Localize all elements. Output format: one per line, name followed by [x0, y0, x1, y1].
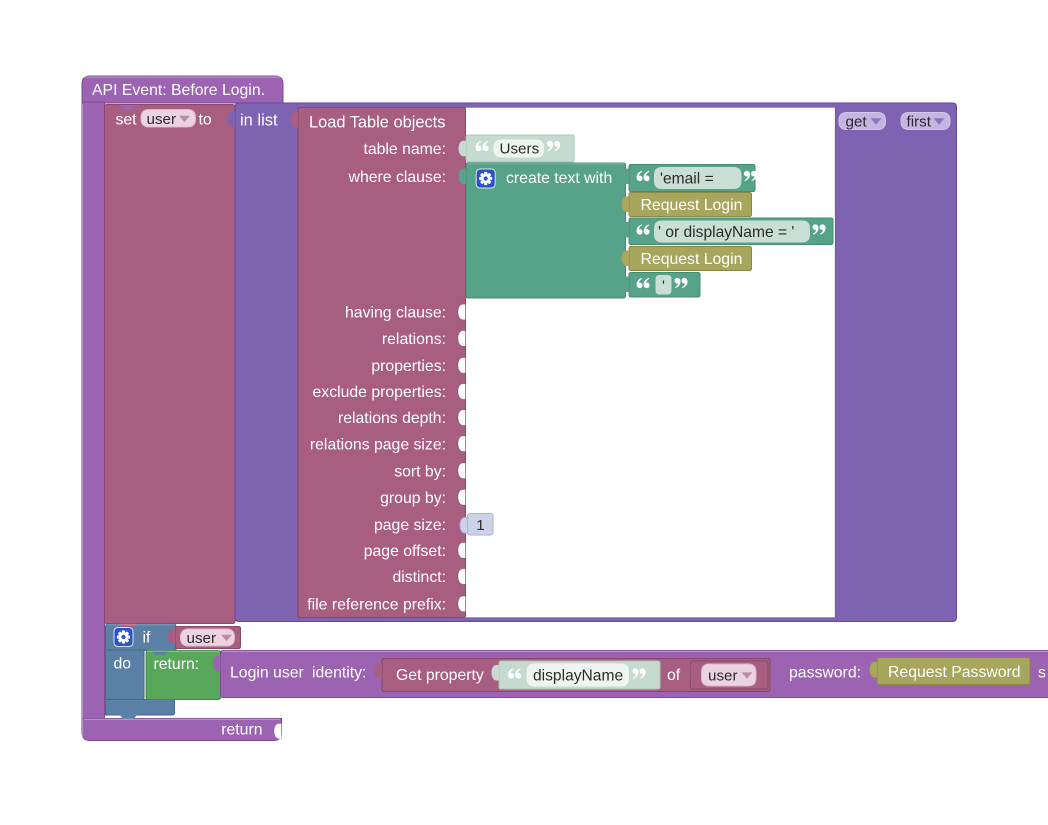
- svg-text:first: first: [907, 114, 932, 131]
- svg-text:if: if: [143, 630, 152, 647]
- svg-text:Request Password: Request Password: [888, 664, 1021, 681]
- svg-text:table name:: table name:: [363, 141, 446, 158]
- svg-text:get: get: [846, 114, 868, 131]
- svg-text:relations page size:: relations page size:: [310, 436, 446, 453]
- svg-text:s: s: [1038, 665, 1046, 682]
- svg-text:set: set: [116, 112, 138, 129]
- svg-text:': ': [662, 277, 665, 294]
- svg-text:do: do: [114, 656, 132, 673]
- svg-text:create text with: create text with: [506, 170, 612, 187]
- svg-text:page size:: page size:: [374, 517, 446, 534]
- svg-text:Get property: Get property: [396, 667, 484, 684]
- svg-text:'email =: 'email =: [660, 170, 714, 187]
- svg-text:sort by:: sort by:: [394, 463, 446, 480]
- svg-text:return: return: [221, 722, 262, 739]
- svg-text:Users: Users: [500, 141, 540, 158]
- svg-text:Request Login: Request Login: [641, 197, 743, 214]
- svg-text:password:: password:: [789, 665, 861, 682]
- svg-text:user: user: [147, 111, 177, 128]
- svg-text:relations depth:: relations depth:: [338, 410, 446, 427]
- svg-text:of: of: [667, 667, 681, 684]
- svg-text:in list: in list: [240, 112, 278, 130]
- svg-text:identity:: identity:: [312, 665, 366, 682]
- svg-text:having clause:: having clause:: [345, 305, 446, 322]
- svg-text:file reference prefix:: file reference prefix:: [307, 596, 446, 613]
- svg-text:' or displayName = ': ' or displayName = ': [658, 224, 794, 241]
- svg-text:where clause:: where clause:: [348, 169, 446, 186]
- svg-text:Load Table objects: Load Table objects: [309, 114, 445, 132]
- svg-text:page offset:: page offset:: [364, 543, 446, 560]
- svg-text:exclude properties:: exclude properties:: [313, 384, 446, 401]
- svg-text:to: to: [199, 112, 212, 129]
- svg-text:relations:: relations:: [382, 331, 446, 348]
- svg-text:Login user: Login user: [230, 665, 304, 682]
- svg-text:distinct:: distinct:: [392, 569, 446, 586]
- svg-text:displayName: displayName: [533, 668, 623, 685]
- svg-text:Request Login: Request Login: [641, 251, 743, 268]
- svg-text:return:: return:: [154, 656, 200, 673]
- svg-text:API Event: Before Login.: API Event: Before Login.: [92, 82, 265, 99]
- svg-text:properties:: properties:: [371, 358, 446, 375]
- svg-text:group by:: group by:: [380, 490, 446, 507]
- svg-text:user: user: [708, 668, 738, 685]
- svg-text:user: user: [187, 630, 217, 647]
- svg-text:1: 1: [476, 517, 484, 534]
